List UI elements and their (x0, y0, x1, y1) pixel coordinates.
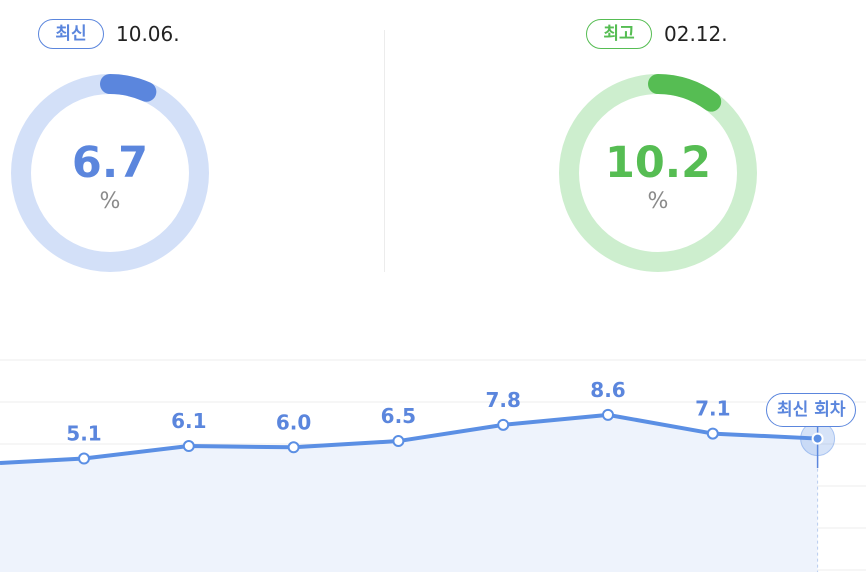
data-point[interactable] (392, 435, 405, 448)
highest-value: 10.2 (604, 138, 712, 188)
trend-chart-svg: 5.16.16.06.57.88.67.16.7 (0, 359, 866, 572)
data-point[interactable] (78, 452, 90, 465)
latest-gauge-ring (11, 74, 209, 272)
data-point[interactable] (706, 427, 719, 440)
data-label: 6.5 (381, 404, 416, 428)
data-label: 6.1 (171, 409, 206, 433)
latest-gauge-arc (11, 74, 209, 272)
latest-date: 10.06. (116, 22, 180, 46)
highest-badge: 최고 (586, 19, 652, 49)
latest-unit: % (99, 189, 121, 214)
panel-divider (384, 30, 385, 272)
highest-panel: 최고 02.12. 10.2 % (386, 0, 866, 300)
data-label: 6.0 (276, 410, 311, 434)
data-point[interactable] (287, 441, 300, 454)
chart-points (78, 408, 836, 465)
data-point[interactable] (182, 440, 195, 453)
trend-chart: 5.16.16.06.57.88.67.16.7 최신 회차 (0, 340, 866, 572)
latest-data-point[interactable] (811, 432, 824, 445)
data-label: 7.8 (485, 388, 520, 412)
chart-area-fill (0, 414, 818, 572)
data-label: 7.1 (695, 397, 730, 421)
latest-round-callout[interactable]: 최신 회차 (766, 393, 857, 427)
highest-gauge-ring (559, 74, 757, 272)
highest-date: 02.12. (664, 22, 728, 46)
highest-gauge: 10.2 % (558, 73, 758, 273)
latest-value: 6.7 (71, 138, 149, 188)
highest-gauge-arc (559, 74, 757, 272)
data-point[interactable] (497, 418, 510, 431)
data-label: 5.1 (66, 422, 101, 446)
highest-unit: % (647, 189, 669, 214)
data-label: 8.6 (590, 378, 625, 402)
latest-panel: 최신 10.06. 6.7 % (0, 0, 384, 300)
data-point[interactable] (602, 408, 614, 421)
latest-gauge: 6.7 % (10, 73, 210, 273)
latest-badge: 최신 (38, 19, 104, 49)
